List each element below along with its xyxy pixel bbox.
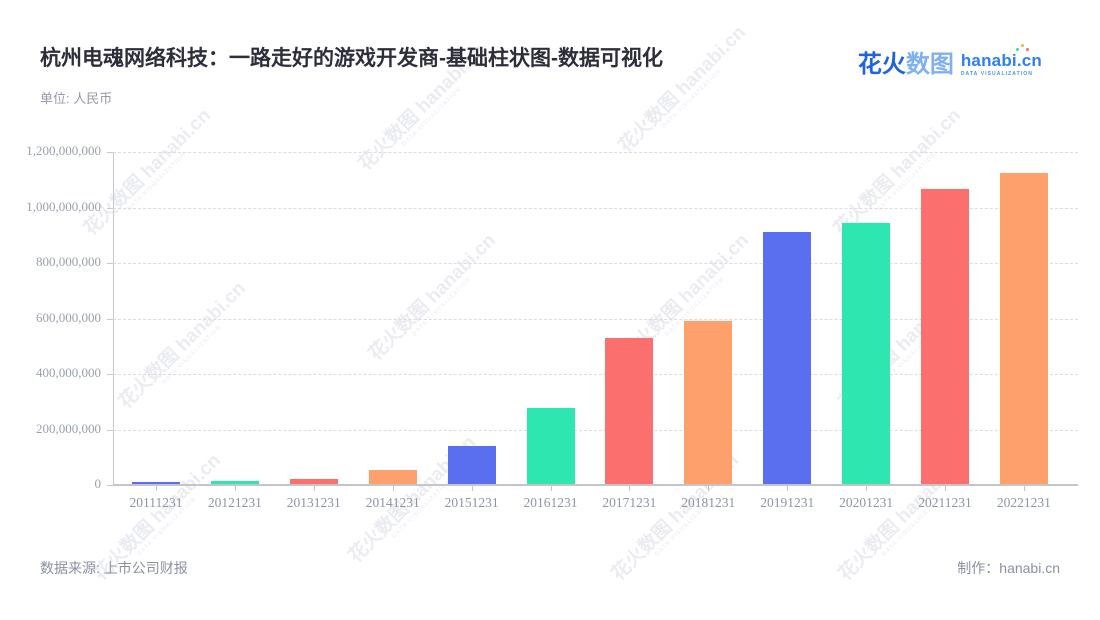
gridline xyxy=(113,318,1078,320)
y-axis-tick xyxy=(107,207,113,209)
bar-20181231[interactable] xyxy=(684,321,733,485)
x-axis-label: 20141231 xyxy=(365,495,420,510)
x-axis-tick xyxy=(945,485,946,491)
y-axis-label: 800,000,000 xyxy=(36,254,101,269)
y-axis-tick xyxy=(107,429,113,431)
x-axis-label: 20111231 xyxy=(129,495,183,510)
x-axis-label: 20131231 xyxy=(286,495,341,510)
bar-20131231[interactable] xyxy=(289,479,338,485)
x-axis-label: 20201231 xyxy=(839,495,894,510)
y-axis-tick xyxy=(107,318,113,320)
x-axis-tick xyxy=(629,485,631,491)
logo-en-block: hanabi.cn DATA VISUALIZATION xyxy=(960,44,1042,77)
y-axis-label: 0 xyxy=(94,476,102,491)
x-axis-label: 20121231 xyxy=(207,495,262,510)
logo-cn-text: 花火数图 xyxy=(857,50,954,78)
x-axis-tick xyxy=(392,485,394,491)
bar-20141231[interactable] xyxy=(368,469,417,485)
sparkle-icon xyxy=(1016,44,1030,52)
logo-en-main: hanabi.cn xyxy=(960,51,1042,70)
y-axis-label: 1,000,000,000 xyxy=(26,198,101,214)
y-axis-label: 1,200,000,000 xyxy=(26,143,101,158)
bar-20121231[interactable] xyxy=(210,481,259,485)
x-axis-tick xyxy=(313,485,315,491)
gridline xyxy=(113,207,1078,209)
bar-20211231[interactable] xyxy=(921,189,969,485)
x-axis-tick xyxy=(550,485,552,491)
y-axis-tick xyxy=(107,152,113,153)
plot-area: 1,200,000,000 1,000,000,000 800,000,000 600… xyxy=(26,143,1078,510)
data-source-note: 数据来源: 上市公司财报 xyxy=(40,560,188,576)
x-axis-line xyxy=(113,484,1078,486)
x-axis-label: 20211231 xyxy=(918,495,972,510)
x-axis-label: 20171231 xyxy=(602,495,657,510)
bar-20221231[interactable] xyxy=(999,172,1048,485)
x-axis-tick xyxy=(234,485,236,491)
logo-cn-secondary: 数图 xyxy=(905,50,954,78)
gridline xyxy=(113,374,1078,375)
x-axis-tick xyxy=(471,485,473,491)
gridline xyxy=(113,152,1078,153)
x-axis-tick xyxy=(787,485,789,491)
y-axis-label: 200,000,000 xyxy=(36,420,101,436)
x-axis-label: 20151231 xyxy=(444,495,499,510)
bar-20151231[interactable] xyxy=(447,446,496,485)
bar-20161231[interactable] xyxy=(526,407,575,485)
x-axis-tick xyxy=(708,485,710,491)
x-axis-label: 20191231 xyxy=(760,495,815,510)
hanabi-logo[interactable]: 花火数图 hanabi.cn DATA VISUALIZATION xyxy=(857,44,1042,78)
x-axis-label: 20161231 xyxy=(523,495,578,510)
y-axis-label: 600,000,000 xyxy=(36,309,101,325)
logo-cn-primary: 花火 xyxy=(857,50,906,78)
x-axis-tick xyxy=(1023,485,1025,491)
bar-20111231[interactable] xyxy=(132,482,180,485)
x-axis-label: 20181231 xyxy=(681,495,736,510)
x-axis-tick xyxy=(156,485,157,491)
y-axis-tick xyxy=(107,485,113,486)
bar-20201231[interactable] xyxy=(842,223,891,485)
bar-20171231[interactable] xyxy=(605,338,654,485)
gridline xyxy=(113,429,1078,431)
y-axis-label: 400,000,000 xyxy=(36,365,101,380)
x-axis-tick xyxy=(866,485,868,491)
page-title: 杭州电魂网络科技：一路走好的游戏开发商-基础柱状图-数据可视化 xyxy=(40,47,663,70)
logo-en-tagline: DATA VISUALIZATION xyxy=(960,71,1033,77)
unit-label: 单位: 人民币 xyxy=(40,91,113,106)
y-axis-tick xyxy=(107,263,113,264)
x-axis-label: 20221231 xyxy=(996,495,1051,510)
y-axis-tick xyxy=(107,374,113,375)
credit-note: 制作：hanabi.cn xyxy=(957,560,1060,576)
bar-20191231[interactable] xyxy=(763,232,812,485)
gridline xyxy=(113,263,1078,264)
